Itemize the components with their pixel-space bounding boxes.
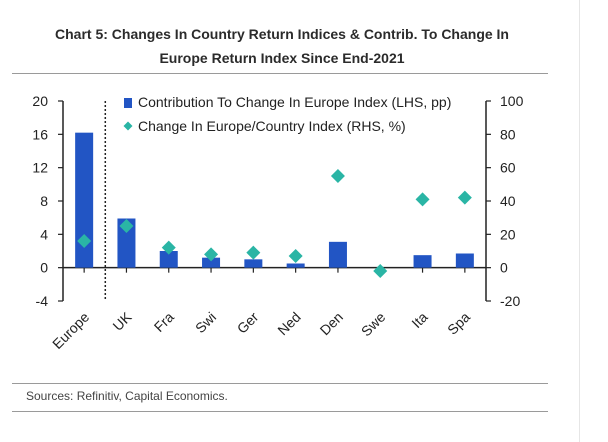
legend-diamond-label: Change In Europe/Country Index (RHS, %) bbox=[138, 118, 406, 134]
x-tick-label: Europe bbox=[49, 309, 92, 352]
bar bbox=[244, 259, 263, 268]
right-tick-label: 60 bbox=[500, 160, 516, 176]
right-tick-label: 0 bbox=[500, 260, 508, 276]
x-tick-label: Fra bbox=[151, 309, 177, 335]
diamond-marker bbox=[457, 190, 472, 205]
legend-diamond-swatch bbox=[123, 121, 133, 131]
diamond-marker bbox=[77, 234, 92, 248]
right-tick-label: 20 bbox=[500, 226, 516, 242]
x-tick-label: Swi bbox=[192, 309, 219, 336]
chart-card: Chart 5: Changes In Country Return Indic… bbox=[12, 22, 552, 412]
diamond-marker bbox=[330, 169, 345, 183]
x-tick-label: Swe bbox=[358, 309, 389, 340]
bar bbox=[202, 257, 221, 268]
bar bbox=[117, 218, 136, 268]
legend-bar-label: Contribution To Change In Europe Index (… bbox=[138, 94, 451, 110]
bar bbox=[455, 253, 474, 268]
left-tick-label: -4 bbox=[36, 293, 49, 309]
diamond-marker bbox=[373, 264, 388, 278]
chart-title-line-2: Europe Return Index Since End-2021 bbox=[159, 50, 405, 66]
right-tick-label: 80 bbox=[500, 126, 516, 142]
legend-bar-swatch bbox=[124, 98, 132, 108]
x-tick-label: Ita bbox=[408, 309, 430, 331]
diamond-marker bbox=[246, 245, 261, 260]
bar bbox=[286, 263, 305, 268]
right-tick-label: 40 bbox=[500, 193, 516, 209]
bar bbox=[159, 251, 178, 268]
x-tick-label: Ned bbox=[274, 309, 303, 338]
x-tick-label: Spa bbox=[444, 309, 473, 338]
page-edge bbox=[579, 0, 580, 442]
diamond-marker bbox=[415, 192, 430, 207]
x-tick-label: UK bbox=[110, 308, 136, 334]
diamond-marker bbox=[204, 247, 219, 262]
left-tick-label: 0 bbox=[40, 260, 48, 276]
right-tick-label: -20 bbox=[500, 293, 520, 309]
bar bbox=[413, 255, 432, 268]
diamond-marker bbox=[161, 240, 176, 255]
diamond-marker bbox=[288, 249, 303, 263]
right-tick-label: 100 bbox=[500, 93, 524, 109]
left-tick-label: 12 bbox=[32, 160, 48, 176]
left-tick-label: 16 bbox=[32, 126, 48, 142]
left-tick-label: 8 bbox=[40, 193, 48, 209]
diamond-marker bbox=[119, 219, 134, 233]
chart-title: Chart 5: Changes In Country Return Indic… bbox=[12, 22, 552, 70]
chart-title-line-1: Chart 5: Changes In Country Return Indic… bbox=[55, 26, 509, 42]
footer-divider bbox=[12, 383, 548, 384]
source-note: Sources: Refinitiv, Capital Economics. bbox=[26, 389, 228, 403]
bar bbox=[75, 132, 94, 268]
left-tick-label: 4 bbox=[40, 226, 48, 242]
x-tick-label: Den bbox=[317, 309, 346, 338]
left-tick-label: 20 bbox=[32, 93, 48, 109]
top-divider bbox=[12, 73, 548, 74]
bar bbox=[328, 241, 347, 268]
bottom-divider bbox=[12, 411, 548, 412]
x-tick-label: Ger bbox=[234, 309, 262, 337]
